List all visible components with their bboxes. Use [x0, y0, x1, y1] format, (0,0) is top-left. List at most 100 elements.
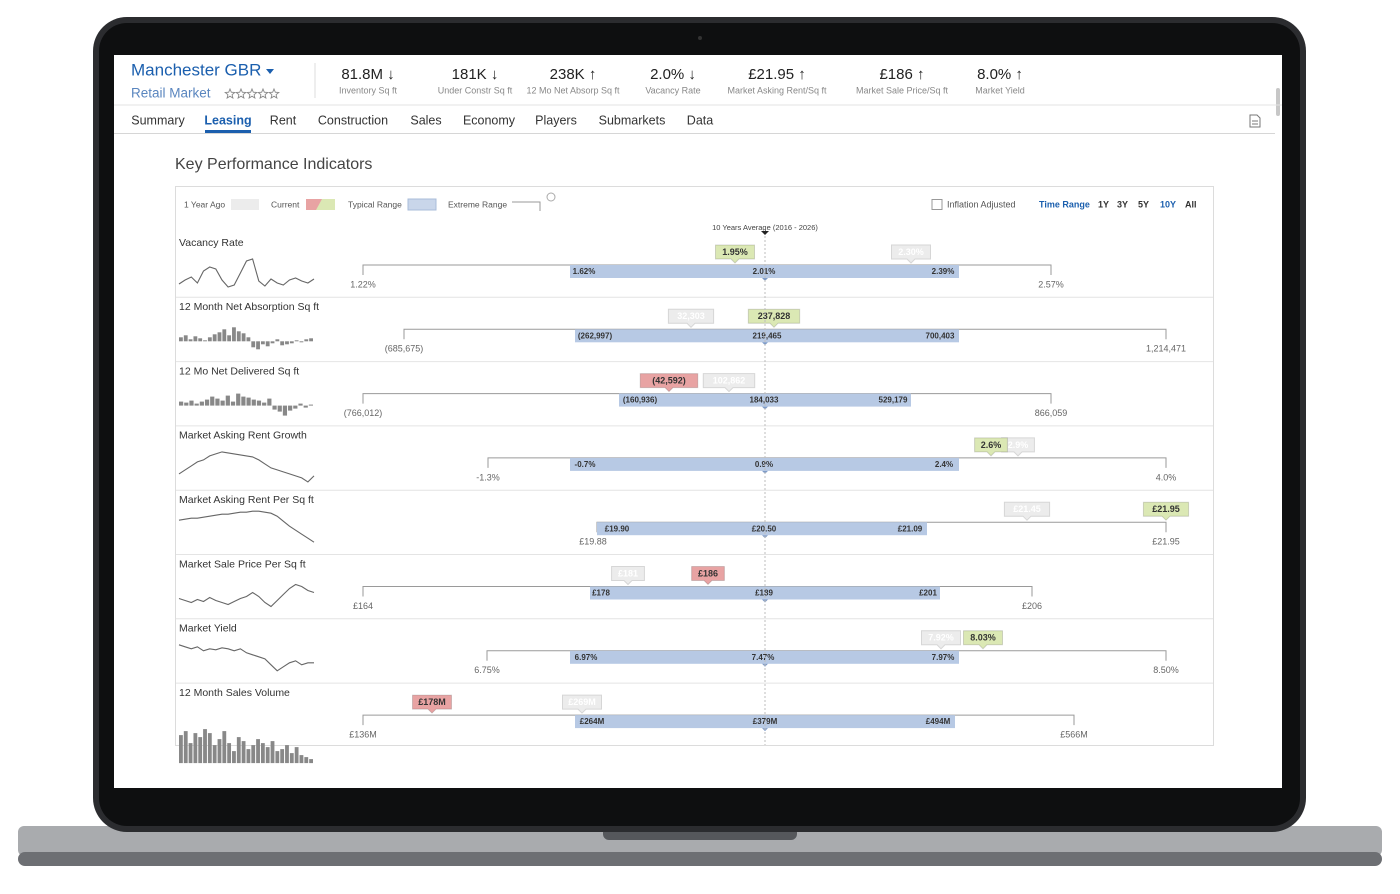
average-value: 219,465 [753, 331, 782, 340]
star[interactable] [257, 87, 269, 99]
typical-high: 529,179 [879, 396, 908, 405]
time-range-option[interactable]: 1Y [1098, 199, 1109, 209]
metric-label: 12 Mo Net Absorp Sq ft [526, 85, 620, 95]
extreme-min: 1.22% [350, 279, 376, 289]
kpi-rows: 10 Years Average (2016 - 2026) Vacancy Ra… [176, 223, 1213, 764]
metric-value: 181K ↓ [452, 66, 499, 83]
current-tag [715, 244, 755, 264]
current-label: 1.95% [722, 247, 748, 257]
legend: 1 Year Ago Current Typical Range Extreme Ra… [184, 192, 556, 211]
year-ago-label: 2.30% [898, 247, 924, 257]
extreme-max: 8.50% [1153, 665, 1179, 675]
typical-low: -0.7% [575, 460, 596, 469]
tab[interactable]: Leasing [204, 113, 251, 127]
sparkline-bar [183, 731, 188, 764]
star[interactable] [246, 87, 258, 99]
tab-bar: Summary Leasing Rent Construction Sales Econo… [131, 113, 713, 133]
extreme-min: 6.75% [474, 665, 500, 675]
sparkline-bar [199, 401, 204, 406]
extreme-min: £19.88 [579, 537, 607, 547]
market-title[interactable]: Manchester GBR [131, 60, 261, 79]
sparkline-bar [183, 335, 188, 342]
row-name: Vacancy Rate [179, 237, 244, 249]
metric-value: 81.8M ↓ [341, 66, 394, 83]
help-icon[interactable] [546, 192, 556, 202]
extreme-max: 866,059 [1035, 408, 1068, 418]
year-ago-label: £21.45 [1013, 504, 1041, 514]
tab[interactable]: Rent [270, 113, 297, 127]
section-title: Key Performance Indicators [175, 156, 372, 173]
typical-low: £178 [592, 589, 610, 598]
sparkline-bar [232, 751, 236, 764]
sparkline-bar [193, 733, 198, 764]
sparkline-bar [220, 400, 225, 406]
rating-stars[interactable] [224, 87, 280, 99]
time-range-option[interactable]: 3Y [1117, 199, 1128, 209]
sparkline-bar [265, 341, 270, 347]
star[interactable] [235, 87, 247, 99]
scrollbar [1276, 88, 1280, 116]
extreme-max: £206 [1022, 601, 1042, 611]
sparkline [178, 451, 315, 483]
star[interactable] [224, 87, 236, 99]
year-ago-label: 7.92% [928, 633, 954, 643]
year-ago-tag [702, 373, 756, 393]
metric-label: Under Constr Sq ft [438, 85, 513, 95]
sparkline-bar [198, 338, 203, 342]
tab[interactable]: Players [535, 113, 577, 127]
sparkline-bar [198, 737, 203, 764]
star[interactable] [268, 87, 280, 99]
sparkline-bar [304, 339, 309, 342]
current-label: 8.03% [970, 633, 996, 643]
report-icon-outline [1249, 114, 1261, 128]
row-name: 12 Month Sales Volume [179, 687, 290, 699]
typical-high: £21.09 [898, 524, 923, 533]
sparkline-bar [256, 341, 260, 350]
legend-label: Current [271, 199, 300, 209]
metric-value: 8.0% ↑ [977, 66, 1023, 83]
sparkline-bar [217, 332, 222, 342]
extreme-min: (766,012) [344, 408, 383, 418]
time-range-option[interactable]: 5Y [1138, 199, 1149, 209]
sparkline-bar [193, 336, 198, 342]
checkbox[interactable] [931, 199, 943, 210]
metric-label: Market Sale Price/Sq ft [856, 85, 949, 95]
row-name: 12 Month Net Absorption Sq ft [179, 301, 319, 313]
dropdown-caret[interactable] [266, 69, 274, 74]
metric-label: Market Asking Rent/Sq ft [727, 85, 827, 95]
sparkline-bar [184, 402, 189, 406]
report-icon[interactable] [1249, 114, 1261, 128]
tab[interactable]: Construction [318, 113, 388, 127]
sparkline-bar [282, 405, 288, 416]
sparkline-bar [260, 743, 265, 764]
sparkline-bar [299, 755, 304, 764]
average-marker [761, 231, 769, 235]
tab[interactable]: Economy [463, 113, 516, 127]
tab-underline [205, 130, 251, 133]
tab[interactable]: Summary [131, 113, 185, 127]
tab[interactable]: Data [687, 113, 713, 127]
metrics: 81.8M ↓ Inventory Sq ft 181K ↓ Under Constr… [339, 66, 1025, 95]
sparkline-bar [230, 401, 236, 406]
metric-value: 238K ↑ [550, 66, 597, 83]
laptop-base [18, 826, 1382, 856]
tab[interactable]: Submarkets [599, 113, 666, 127]
sparkline-bar [241, 396, 246, 406]
year-ago-tag [562, 694, 602, 714]
typical-high: 2.4% [935, 460, 953, 469]
typical-range [597, 522, 927, 536]
typical-low: (160,936) [623, 396, 658, 405]
year-ago-label: £181 [618, 568, 638, 578]
sparkline-bar [251, 341, 256, 348]
typical-range [575, 329, 959, 343]
time-range-option[interactable]: All [1185, 199, 1197, 209]
sparkline-bar [288, 405, 293, 411]
extreme-max: 2.57% [1038, 279, 1064, 289]
typical-low: £19.90 [605, 524, 630, 533]
current-label: (42,592) [652, 375, 686, 385]
time-range-option[interactable]: 10Y [1160, 199, 1176, 209]
sparkline-bar [256, 400, 262, 406]
average-value: 7.47% [752, 653, 775, 662]
sparkline-bar [232, 327, 236, 342]
tab[interactable]: Sales [410, 113, 441, 127]
